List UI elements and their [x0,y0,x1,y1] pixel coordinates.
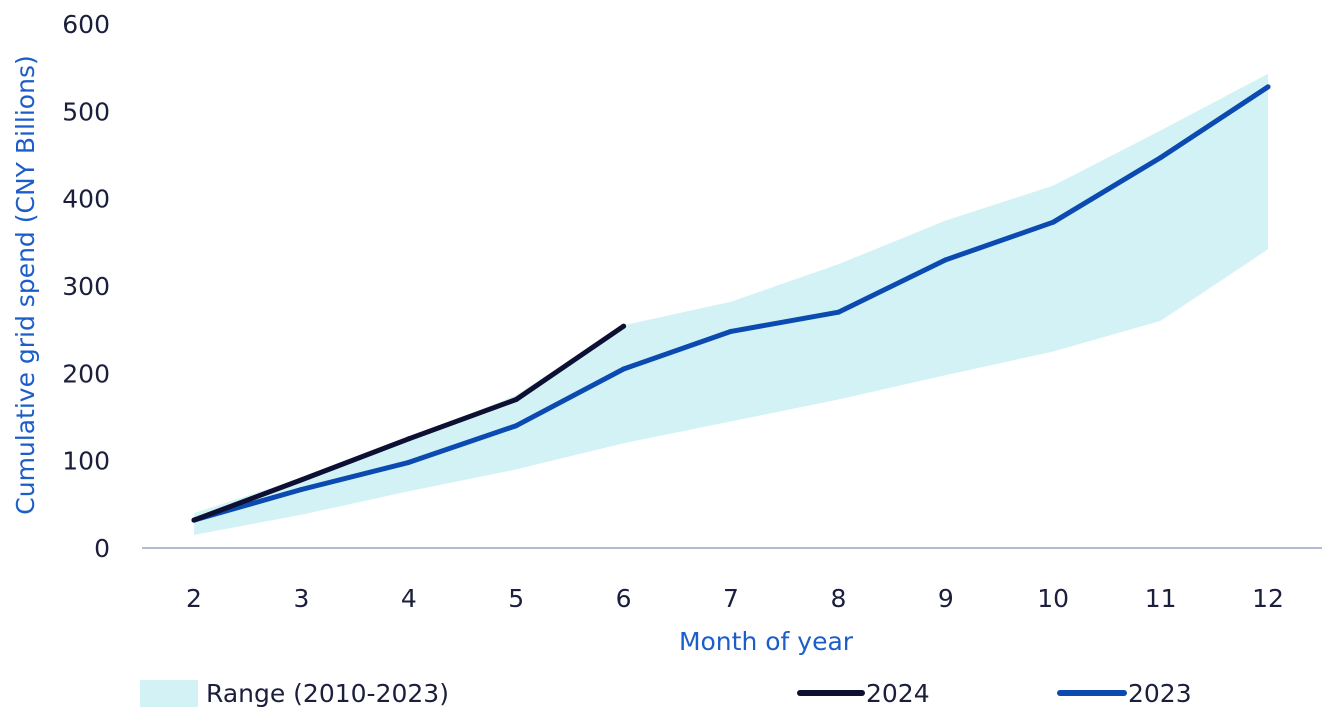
x-tick-label: 4 [401,584,417,613]
point-2024-4 [406,436,412,442]
point-2023-5 [513,423,519,429]
point-2023-11 [1158,155,1164,161]
point-2023-10 [1050,219,1056,225]
x-axis-title: Month of year [679,627,854,656]
legend-swatch-range [140,680,198,707]
x-tick-label: 11 [1145,584,1177,613]
point-2024-6 [621,323,627,329]
x-tick-label: 9 [938,584,954,613]
point-2024-2 [191,517,197,523]
x-tick-label: 10 [1037,584,1069,613]
x-tick-label: 5 [508,584,524,613]
point-2023-7 [728,328,734,334]
point-2023-9 [943,257,949,263]
point-2024-5 [513,397,519,402]
x-tick-label: 12 [1252,584,1284,613]
legend-label-2024: 2024 [866,679,930,708]
y-axis-title: Cumulative grid spend (CNY Billions) [11,55,40,514]
legend: Range (2010-2023) 2024 2023 [140,679,1192,708]
point-2023-4 [406,459,412,465]
x-tick-label: 2 [186,584,202,613]
point-2024-3 [298,477,304,483]
point-2023-6 [621,366,627,372]
range-band-layer [194,73,1268,535]
y-tick-label: 600 [62,10,110,39]
y-tick-labels: 0 100 200 300 400 500 600 [62,10,110,563]
y-tick-label: 0 [94,534,110,563]
y-tick-label: 200 [62,359,110,388]
y-tick-label: 300 [62,272,110,301]
range-band [194,73,1268,535]
legend-label-2023: 2023 [1128,679,1192,708]
y-tick-label: 100 [62,447,110,476]
legend-label-range: Range (2010-2023) [206,679,449,708]
series-layer [191,84,1271,523]
x-tick-label: 7 [723,584,739,613]
point-2023-3 [298,487,304,492]
y-tick-label: 500 [62,97,110,126]
x-tick-label: 3 [293,584,309,613]
x-tick-label: 6 [616,584,632,613]
y-tick-label: 400 [62,185,110,214]
point-2023-12 [1265,84,1271,90]
x-tick-labels: 2 3 4 5 6 7 8 9 10 11 12 [186,584,1284,613]
point-2023-8 [835,309,841,315]
x-tick-label: 8 [830,584,846,613]
